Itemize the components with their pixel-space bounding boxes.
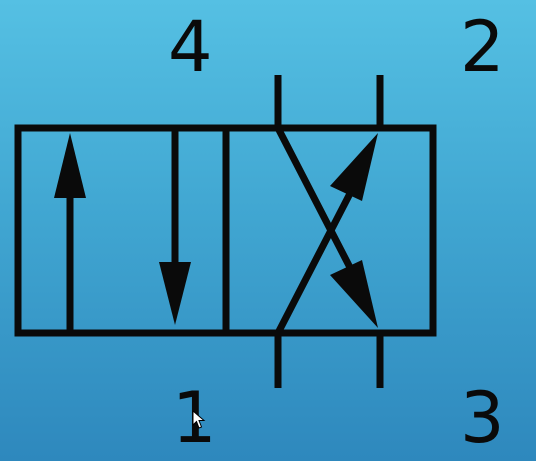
- port-label-2: 2: [460, 6, 505, 88]
- mouse-pointer-icon: [192, 410, 206, 429]
- right-position-arrow-diagonal-up: [274, 133, 378, 335]
- right-position-arrow-diagonal-down: [274, 126, 378, 328]
- port-label-4: 4: [168, 6, 213, 88]
- port-label-3: 3: [460, 377, 505, 459]
- left-position-arrow-up: [54, 133, 86, 333]
- left-position-arrow-down: [159, 128, 191, 325]
